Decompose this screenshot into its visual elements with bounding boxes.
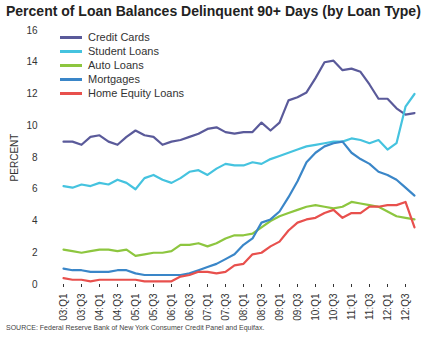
svg-text:04:Q3: 04:Q3 <box>112 293 123 321</box>
svg-text:6: 6 <box>32 183 38 194</box>
svg-text:03:Q1: 03:Q1 <box>58 293 69 321</box>
svg-text:0: 0 <box>32 279 38 290</box>
html-text:Home Equity Loans: Home Equity Loans <box>88 87 184 99</box>
svg-text:4: 4 <box>32 215 38 226</box>
svg-text:12:Q3: 12:Q3 <box>400 293 411 321</box>
svg-text:PERCENT: PERCENT <box>9 134 20 182</box>
svg-text:08:Q1: 08:Q1 <box>238 293 249 321</box>
svg-text:09:Q3: 09:Q3 <box>292 293 303 321</box>
svg-text:11:Q1: 11:Q1 <box>346 293 357 320</box>
svg-text:10: 10 <box>26 120 38 131</box>
svg-text:05:Q3: 05:Q3 <box>148 293 159 321</box>
svg-text:06:Q1: 06:Q1 <box>166 293 177 321</box>
svg-text:07:Q1: 07:Q1 <box>202 293 213 321</box>
svg-text:14: 14 <box>26 56 38 67</box>
svg-text:8: 8 <box>32 152 38 163</box>
svg-text:11:Q3: 11:Q3 <box>364 293 375 320</box>
svg-text:12: 12 <box>26 88 38 99</box>
svg-text:08:Q3: 08:Q3 <box>256 293 267 321</box>
svg-text:03:Q3: 03:Q3 <box>76 293 87 321</box>
svg-text:2: 2 <box>32 247 38 258</box>
svg-text:12:Q1: 12:Q1 <box>382 293 393 321</box>
html-text:Student Loans: Student Loans <box>88 45 159 57</box>
svg-text:09:Q1: 09:Q1 <box>274 293 285 321</box>
html-text:Percent of Loan Balances Delin: Percent of Loan Balances Delinquent 90+ … <box>6 3 421 19</box>
svg-text:04:Q1: 04:Q1 <box>94 293 105 321</box>
html-text:Auto Loans: Auto Loans <box>88 59 144 71</box>
svg-text:16: 16 <box>26 25 38 36</box>
svg-text:10:Q1: 10:Q1 <box>310 293 321 321</box>
svg-text:10:Q3: 10:Q3 <box>328 293 339 321</box>
html-text:SOURCE: Federal Reserve Bank o: SOURCE: Federal Reserve Bank of New York… <box>6 324 265 331</box>
svg-text:07:Q3: 07:Q3 <box>220 293 231 321</box>
svg-text:05:Q1: 05:Q1 <box>130 293 141 321</box>
svg-text:06:Q3: 06:Q3 <box>184 293 195 321</box>
html-text:Credit Cards: Credit Cards <box>88 31 150 43</box>
html-text:Mortgages: Mortgages <box>88 73 140 85</box>
